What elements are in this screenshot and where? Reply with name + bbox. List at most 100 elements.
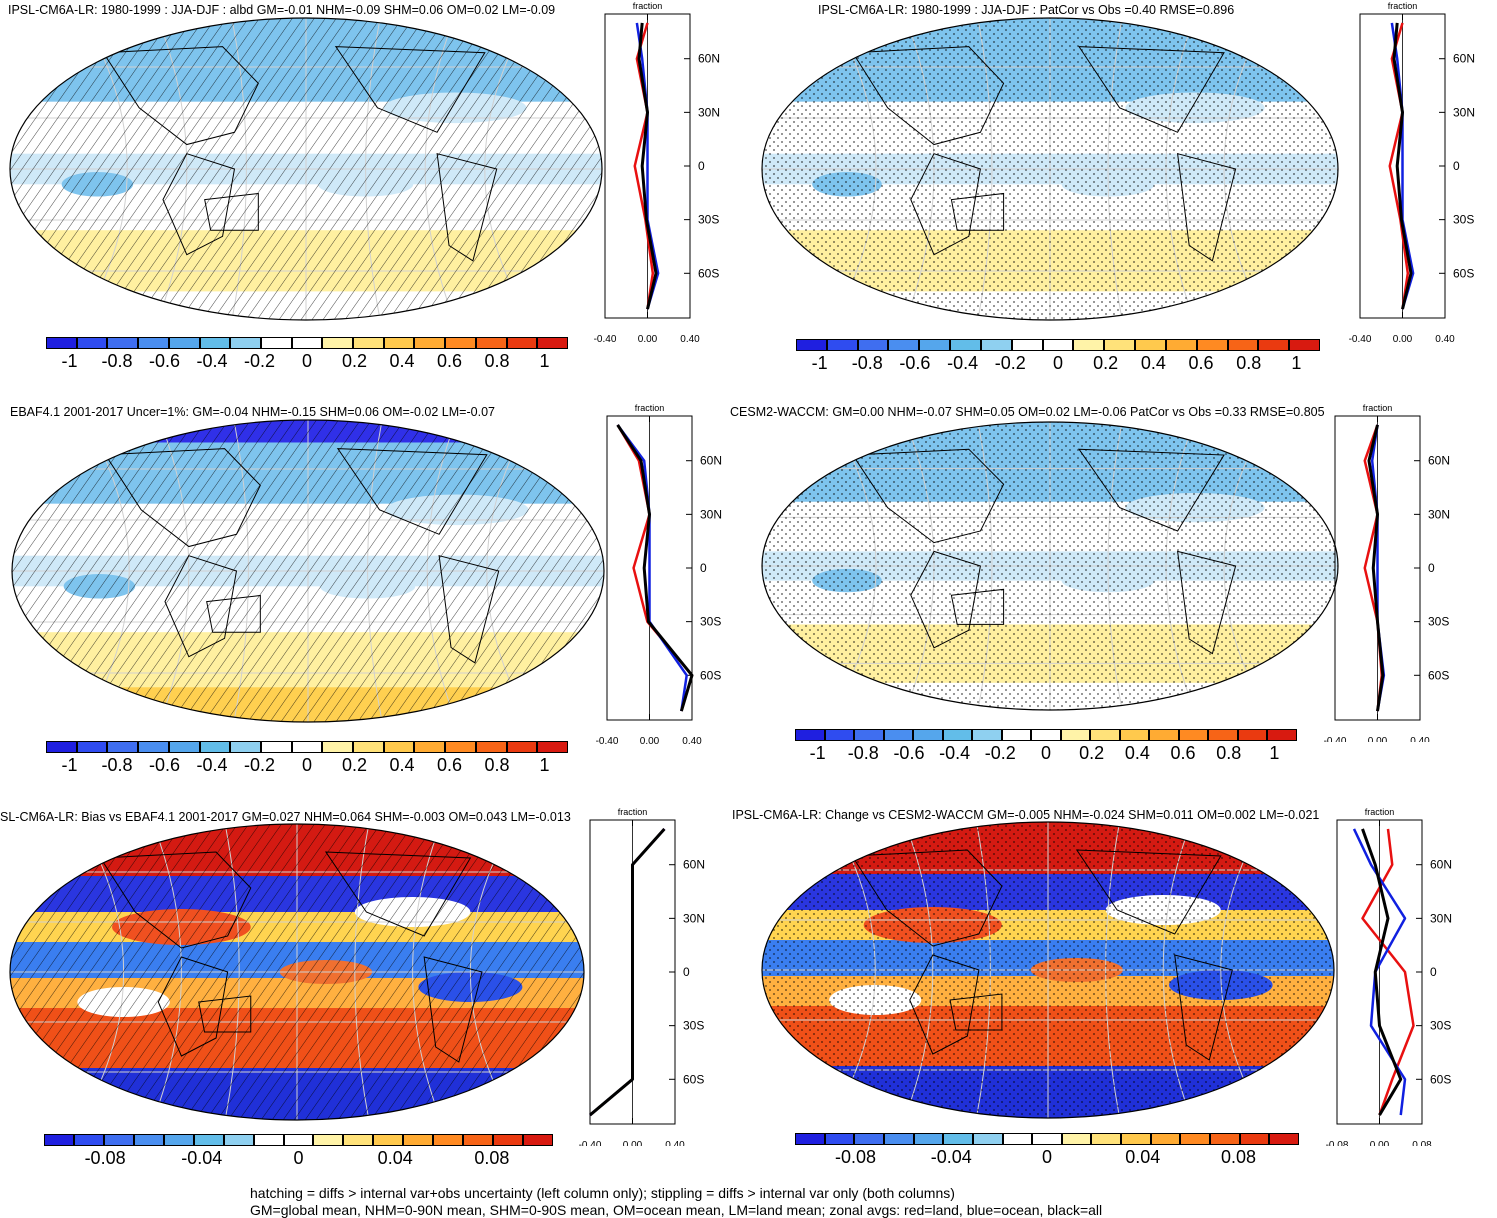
colorbar-tick-label: -1 bbox=[61, 351, 78, 371]
colorbar-swatch bbox=[1073, 339, 1105, 351]
colorbar-3: -1 -0.8 -0.6 -0.4 -0.2 0 0.2 0.4 0.6 0.8 1 bbox=[46, 741, 568, 775]
colorbar-tick-label: -0.2 bbox=[243, 351, 275, 371]
colorbar-tick-label: -0.08 bbox=[84, 1148, 126, 1168]
zonal-x-tick-label: -0.40 bbox=[594, 334, 617, 345]
colorbar-tick-label: 0.8 bbox=[1236, 353, 1262, 373]
zonal-lat-label: 60N bbox=[1453, 52, 1475, 66]
colorbar-tick-label: -0.4 bbox=[947, 353, 979, 373]
colorbar-swatch bbox=[343, 1134, 374, 1146]
colorbar-swatch bbox=[1060, 729, 1091, 741]
colorbar-tick-label: 0.6 bbox=[436, 755, 463, 775]
zonal-lat-label: 30N bbox=[1428, 507, 1450, 521]
colorbar-swatch bbox=[253, 1134, 284, 1146]
colorbar-tick-label: 0.2 bbox=[341, 755, 368, 775]
colorbar-swatch bbox=[1289, 339, 1320, 351]
colorbar-swatch bbox=[168, 337, 200, 349]
colorbar-tick-label: -1 bbox=[61, 755, 78, 775]
colorbar-swatch bbox=[1002, 1133, 1033, 1145]
colorbar-tick-label: 0.8 bbox=[1216, 743, 1242, 763]
colorbar-swatch bbox=[972, 729, 1002, 741]
zonal-lat-label: 60N bbox=[1430, 858, 1452, 872]
colorbar-swatch bbox=[795, 1133, 825, 1145]
colorbar-2: -1 -0.8 -0.6 -0.4 -0.2 0 0.2 0.4 0.6 0.8 1 bbox=[796, 339, 1320, 373]
zonal-x-tick-label: 0.00 bbox=[623, 1140, 643, 1146]
colorbar-tick-label: 0.4 bbox=[389, 755, 415, 775]
colorbar-swatch bbox=[73, 1134, 104, 1146]
colorbar-swatch bbox=[1090, 729, 1120, 741]
colorbar-swatch bbox=[1149, 729, 1179, 741]
map-panel-3 bbox=[11, 419, 605, 723]
colorbar-tick-label: 1 bbox=[1269, 743, 1280, 763]
colorbar-swatch bbox=[919, 339, 951, 351]
colorbar-swatch bbox=[433, 1134, 464, 1146]
colorbar-swatch bbox=[942, 729, 973, 741]
colorbar-swatch bbox=[313, 1134, 344, 1146]
colorbar-swatch bbox=[1269, 1133, 1299, 1145]
colorbar-swatch bbox=[826, 339, 858, 351]
colorbar-swatch bbox=[230, 741, 261, 753]
colorbar-swatch bbox=[950, 339, 981, 351]
map-panel-2 bbox=[761, 17, 1339, 321]
colorbar-5: -0.08 -0.04 0 0.04 0.08 bbox=[44, 1134, 553, 1168]
colorbar-swatch bbox=[283, 1134, 314, 1146]
colorbar-tick-label: -0.6 bbox=[148, 351, 180, 371]
colorbar-swatch bbox=[322, 741, 354, 753]
zonal-series-all bbox=[616, 424, 694, 712]
zonal-x-tick-label: -0.40 bbox=[579, 1140, 602, 1146]
colorbar-tick-label: 0 bbox=[1041, 1147, 1053, 1167]
colorbar-swatch bbox=[493, 1134, 524, 1146]
colorbar-tick-label: 0 bbox=[301, 351, 313, 371]
zonal-x-tick-label: 0.00 bbox=[640, 736, 660, 747]
zonal-lat-label: 60S bbox=[700, 668, 721, 682]
zonal-lat-label: 60N bbox=[700, 454, 722, 468]
colorbar-tick-label: -0.8 bbox=[101, 351, 133, 371]
colorbar-swatch bbox=[972, 1133, 1003, 1145]
zonal-series-land bbox=[633, 22, 655, 310]
zonal-x-tick-label: -0.40 bbox=[1349, 334, 1372, 345]
colorbar-swatch bbox=[230, 337, 261, 349]
map-panel-6 bbox=[761, 821, 1335, 1119]
colorbar-tick-label: 0.04 bbox=[1125, 1147, 1161, 1167]
colorbar-tick-label: 0.08 bbox=[1220, 1147, 1257, 1167]
colorbar-tick-label: 1 bbox=[539, 351, 550, 371]
footer-caption-line2: GM=global mean, NHM=0-90N mean, SHM=0-90… bbox=[250, 1202, 1103, 1218]
zonal-series-all bbox=[637, 22, 658, 310]
colorbar-swatch bbox=[193, 1134, 224, 1146]
colorbar-swatch bbox=[103, 1134, 134, 1146]
zonal-series-all bbox=[1367, 424, 1385, 712]
zonal-lat-label: 60S bbox=[1430, 1072, 1451, 1086]
zonal-series-all bbox=[1392, 22, 1413, 310]
zonal-average-plot-3: fraction -0.40 0.00 0.40 60N 30N 0 30S 60S bbox=[596, 403, 722, 747]
colorbar-swatch bbox=[291, 741, 323, 753]
colorbar-tick-label: 0.6 bbox=[1170, 743, 1196, 763]
zonal-x-title: fraction bbox=[1365, 807, 1395, 817]
colorbar-swatch bbox=[353, 337, 384, 349]
zonal-lat-label: 30S bbox=[1453, 213, 1474, 227]
colorbar-swatch bbox=[795, 729, 825, 741]
colorbar-tick-label: 0.2 bbox=[341, 351, 368, 371]
colorbar-tick-label: -0.6 bbox=[893, 743, 925, 763]
zonal-average-plot-4: fraction -0.40 0.00 0.40 60N 30N 0 30S 60S bbox=[1324, 403, 1450, 742]
colorbar-swatch bbox=[133, 1134, 164, 1146]
colorbar-swatch bbox=[373, 1134, 404, 1146]
colorbar-swatch bbox=[403, 1134, 434, 1146]
zonal-average-plot-2: fraction -0.40 0.00 0.40 60N 30N 0 30S 60S bbox=[1349, 1, 1475, 345]
colorbar-swatch bbox=[475, 337, 507, 349]
zonal-x-title: fraction bbox=[635, 403, 665, 413]
colorbar-swatch bbox=[168, 741, 200, 753]
zonal-series-all bbox=[589, 827, 666, 1117]
zonal-lat-label: 0 bbox=[700, 561, 707, 575]
colorbar-swatch bbox=[1042, 339, 1074, 351]
colorbar-swatch bbox=[523, 1134, 553, 1146]
colorbar-swatch bbox=[824, 1133, 855, 1145]
zonal-lat-label: 60N bbox=[683, 858, 705, 872]
colorbar-swatch bbox=[1196, 339, 1228, 351]
colorbar-swatch bbox=[463, 1134, 494, 1146]
colorbar-tick-label: -0.4 bbox=[196, 351, 228, 371]
colorbar-tick-label: 0.08 bbox=[474, 1148, 510, 1168]
colorbar-4: -1 -0.8 -0.6 -0.4 -0.2 0 0.2 0.4 0.6 0.8 1 bbox=[795, 729, 1297, 763]
zonal-lat-label: 0 bbox=[1430, 965, 1437, 979]
zonal-average-plot-5: fraction -0.40 0.00 0.40 60N 30N 0 30S 60S bbox=[579, 807, 705, 1146]
panel-title: CESM2-WACCM: GM=0.00 NHM=-0.07 SHM=0.05 … bbox=[730, 405, 1325, 419]
zonal-series-ocean bbox=[635, 22, 660, 310]
